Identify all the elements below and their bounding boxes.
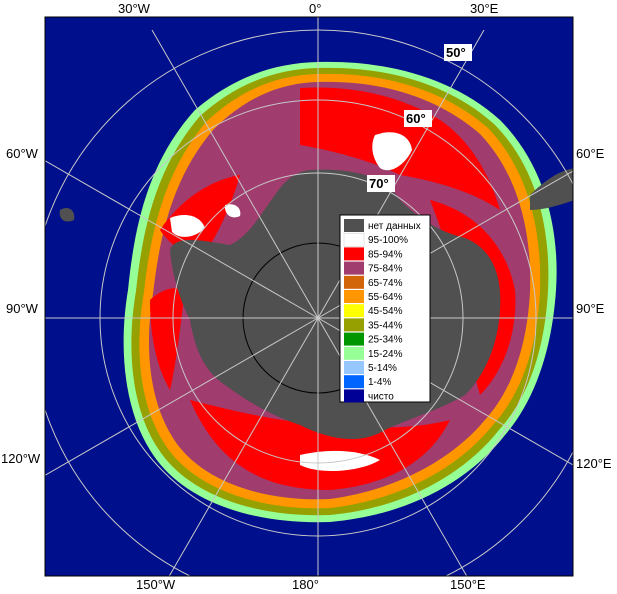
legend-swatch xyxy=(344,290,364,303)
legend-label: 75-84% xyxy=(368,264,403,275)
lon-label-top-2: 0° xyxy=(309,1,321,16)
legend-swatch xyxy=(343,232,365,247)
legend-label: 35-44% xyxy=(368,320,403,331)
legend-label: 45-54% xyxy=(368,306,403,317)
legend-swatch xyxy=(344,304,364,318)
land-patch xyxy=(59,208,75,222)
ice-patch-85-94 xyxy=(190,400,450,490)
legend: нет данных 95-100% 85-94% 75-84% 65-74% 55-64… xyxy=(339,214,431,403)
lat-label-50: 50° xyxy=(444,44,472,61)
legend-swatch xyxy=(344,332,364,346)
legend-label: 65-74% xyxy=(368,278,403,289)
legend-swatch xyxy=(344,247,364,261)
lon-label-left-1: 60°W xyxy=(6,146,39,161)
legend-swatch xyxy=(344,318,364,332)
ice-patch-95-100 xyxy=(170,215,205,237)
legend-swatch xyxy=(344,261,364,275)
lon-label-left-3: 120°W xyxy=(1,451,41,466)
legend-swatch xyxy=(344,361,364,374)
ice-patch-95-100 xyxy=(372,132,412,171)
legend-label: чисто xyxy=(368,391,394,402)
svg-text:60°: 60° xyxy=(406,111,426,126)
lon-label-bottom-1: 150°W xyxy=(136,577,176,592)
legend-swatch xyxy=(344,346,364,360)
lon-label-right-3: 120°E xyxy=(576,456,612,471)
svg-text:50°: 50° xyxy=(446,45,466,60)
lon-label-right-2: 90°E xyxy=(576,301,605,316)
map-frame xyxy=(44,16,574,577)
legend-label: 95-100% xyxy=(368,235,408,246)
ice-patch-85-94 xyxy=(150,288,185,390)
legend-label: 55-64% xyxy=(368,292,403,303)
legend-swatch xyxy=(344,389,364,403)
svg-text:70°: 70° xyxy=(369,176,389,191)
lon-label-bottom-3: 150°E xyxy=(450,577,486,592)
legend-label: нет данных xyxy=(368,221,421,232)
lon-label-left-2: 90°W xyxy=(6,301,39,316)
lat-label-60: 60° xyxy=(404,110,432,127)
legend-swatch xyxy=(344,275,364,289)
land-patch xyxy=(530,168,573,210)
lat-label-70: 70° xyxy=(367,175,395,192)
lon-label-right-1: 60°E xyxy=(576,146,605,161)
legend-label: 25-34% xyxy=(368,335,403,346)
legend-label: 5-14% xyxy=(368,363,397,374)
legend-swatch xyxy=(344,375,364,389)
legend-swatch xyxy=(344,219,364,232)
lon-label-top-1: 30°W xyxy=(118,1,151,16)
legend-label: 85-94% xyxy=(368,249,403,260)
legend-label: 15-24% xyxy=(368,349,403,360)
legend-label: 1-4% xyxy=(368,377,391,388)
land-patch xyxy=(420,3,438,17)
lon-label-bottom-2: 180° xyxy=(292,577,319,592)
lon-label-top-3: 30°E xyxy=(470,1,499,16)
ice-patch-95-100 xyxy=(224,204,241,218)
